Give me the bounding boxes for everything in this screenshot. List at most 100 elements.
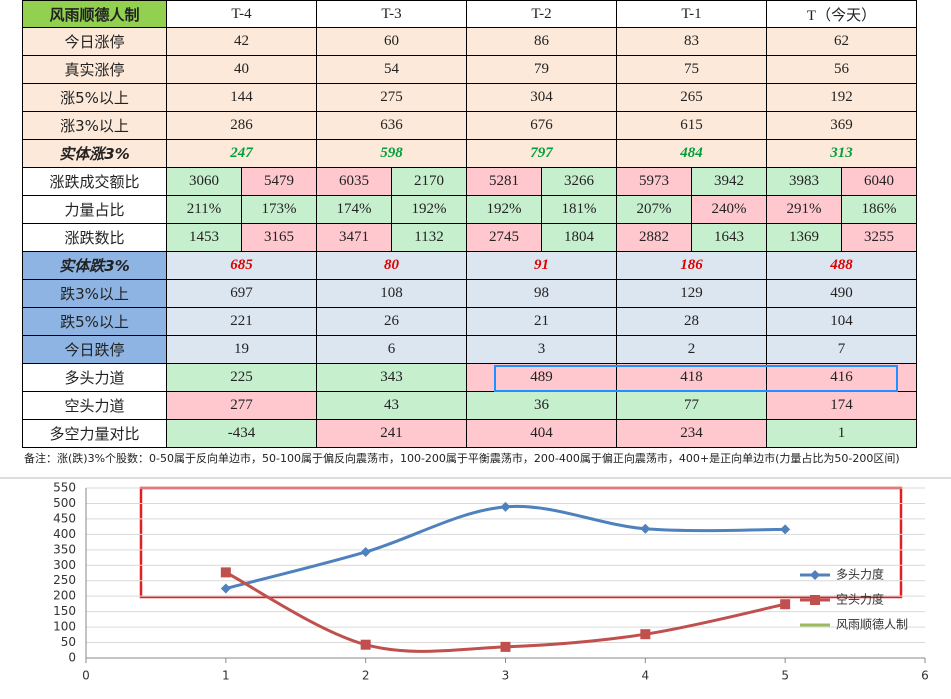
cell: 241	[317, 420, 467, 448]
row-label: 跌5%以上	[22, 308, 167, 336]
cell: 174	[767, 392, 917, 420]
x-tick-label: 3	[502, 669, 510, 683]
cell: 28	[617, 308, 767, 336]
legend-label: 风雨顺德人制	[836, 617, 908, 632]
cell: -434	[167, 420, 317, 448]
x-tick-label: 0	[82, 669, 90, 683]
cell: 234	[617, 420, 767, 448]
cell: 192%	[467, 196, 542, 224]
note: 备注：涨(跌)3%个股数：0-50属于反向单边市，50-100属于偏反向震荡市，…	[24, 452, 900, 465]
cell: 286	[167, 112, 317, 140]
cell: 19	[167, 336, 317, 364]
cell: 697	[167, 280, 317, 308]
cell: 60	[317, 28, 467, 56]
cell: 247	[167, 140, 317, 168]
data-point	[780, 599, 791, 610]
cell: 1804	[542, 224, 617, 252]
cell: 343	[317, 364, 467, 392]
series-line	[225, 571, 786, 653]
cell: 207%	[617, 196, 692, 224]
y-tick-label: 200	[53, 589, 76, 603]
cell: 369	[767, 112, 917, 140]
header-cell: T-4	[167, 0, 317, 28]
header-cell: T-3	[317, 0, 467, 28]
cell: 80	[317, 252, 467, 280]
cell: 144	[167, 84, 317, 112]
cell: 275	[317, 84, 467, 112]
cell: 484	[617, 140, 767, 168]
cell: 277	[167, 392, 317, 420]
cell: 40	[167, 56, 317, 84]
cell: 291%	[767, 196, 842, 224]
cell: 1	[767, 420, 917, 448]
data-point	[640, 523, 651, 534]
header-cell: T（今天）	[767, 0, 917, 28]
cell: 636	[317, 112, 467, 140]
cell: 488	[767, 252, 917, 280]
cell: 615	[617, 112, 767, 140]
cell: 685	[167, 252, 317, 280]
cell: 129	[617, 280, 767, 308]
header-cell: T-1	[617, 0, 767, 28]
cell: 3060	[167, 168, 242, 196]
cell: 79	[467, 56, 617, 84]
x-tick-label: 6	[921, 669, 929, 683]
legend-marker	[810, 595, 820, 605]
data-point	[500, 641, 511, 652]
cell: 5281	[467, 168, 542, 196]
row-label: 跌3%以上	[22, 280, 167, 308]
data-point	[500, 501, 511, 512]
data-point	[640, 629, 651, 640]
legend-marker	[810, 570, 820, 580]
cell: 3983	[767, 168, 842, 196]
cell: 2882	[617, 224, 692, 252]
cell: 313	[767, 140, 917, 168]
cell: 418	[617, 364, 767, 392]
x-tick-label: 1	[222, 669, 230, 683]
cell: 2170	[392, 168, 467, 196]
cell: 676	[467, 112, 617, 140]
row-label: 实体跌3%	[22, 252, 167, 280]
data-point	[360, 546, 371, 557]
row-label: 多头力道	[22, 364, 167, 392]
cell: 1132	[392, 224, 467, 252]
row-label: 多空力量对比	[22, 420, 167, 448]
cell: 2	[617, 336, 767, 364]
cell: 77	[617, 392, 767, 420]
cell: 26	[317, 308, 467, 336]
cell: 108	[317, 280, 467, 308]
cell: 6040	[842, 168, 917, 196]
cell: 181%	[542, 196, 617, 224]
cell: 6	[317, 336, 467, 364]
x-tick-label: 5	[781, 669, 789, 683]
cell: 43	[317, 392, 467, 420]
cell: 598	[317, 140, 467, 168]
row-label: 真实涨停	[22, 56, 167, 84]
cell: 1369	[767, 224, 842, 252]
y-tick-label: 100	[53, 620, 76, 634]
y-tick-label: 250	[53, 573, 76, 587]
highlight-box	[139, 486, 903, 599]
y-tick-label: 450	[53, 511, 76, 525]
cell: 5973	[617, 168, 692, 196]
cell: 86	[467, 28, 617, 56]
y-tick-label: 550	[53, 481, 76, 495]
row-label: 涨3%以上	[22, 112, 167, 140]
row-label: 今日涨停	[22, 28, 167, 56]
legend-label: 空头力度	[836, 592, 884, 607]
data-point	[220, 567, 231, 578]
cell: 490	[767, 280, 917, 308]
header-label: 风雨顺德人制	[22, 0, 167, 28]
cell: 56	[767, 56, 917, 84]
row-label: 涨跌成交额比	[22, 168, 167, 196]
cell: 3266	[542, 168, 617, 196]
cell: 21	[467, 308, 617, 336]
y-tick-label: 0	[68, 651, 76, 665]
row-label: 力量占比	[22, 196, 167, 224]
cell: 186%	[842, 196, 917, 224]
cell: 174%	[317, 196, 392, 224]
cell: 1643	[692, 224, 767, 252]
cell: 104	[767, 308, 917, 336]
cell: 265	[617, 84, 767, 112]
